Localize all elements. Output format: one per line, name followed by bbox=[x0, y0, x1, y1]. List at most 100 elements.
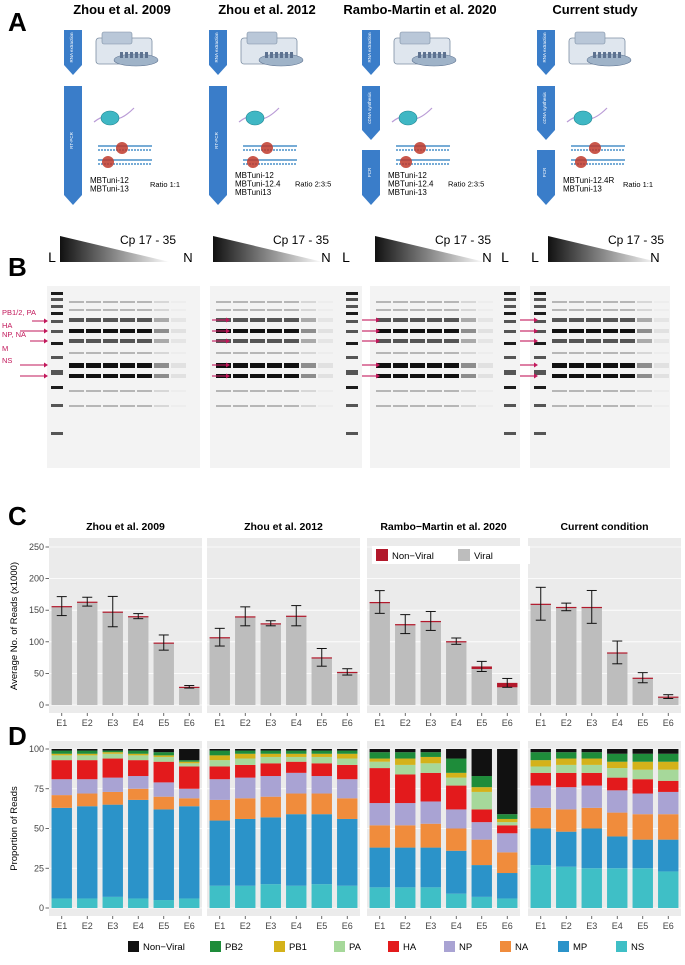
gel-band bbox=[444, 363, 459, 368]
ladder-band bbox=[504, 432, 516, 435]
gel-band bbox=[86, 390, 101, 392]
gel-band bbox=[620, 390, 635, 392]
gel-band bbox=[427, 405, 442, 407]
stacked-segment-mp bbox=[369, 847, 390, 888]
gel-band bbox=[69, 301, 84, 303]
gel-band bbox=[569, 318, 584, 322]
x-tick-label: E6 bbox=[663, 718, 674, 728]
stacked-segment-np bbox=[77, 779, 98, 794]
ladder-band bbox=[534, 370, 546, 375]
gel-band bbox=[318, 374, 333, 378]
gel-band bbox=[393, 309, 408, 311]
gel-band bbox=[376, 339, 391, 343]
gel-band bbox=[284, 352, 299, 354]
primer-name: MBTuni-12 bbox=[388, 171, 427, 180]
enzyme-icon bbox=[245, 110, 265, 126]
gel-band bbox=[267, 363, 282, 368]
ladder-band bbox=[504, 292, 516, 295]
gel-band bbox=[233, 309, 248, 311]
stacked-segment-pb1 bbox=[420, 756, 441, 764]
instrument-icon bbox=[613, 52, 616, 58]
concentration-wedge bbox=[60, 236, 170, 262]
band-arrow bbox=[44, 328, 48, 334]
stacked-segment-na bbox=[179, 798, 200, 807]
stacked-segment-np bbox=[311, 776, 332, 794]
stacked-segment-pb1 bbox=[337, 753, 358, 759]
stacked-segment-np bbox=[530, 785, 551, 808]
workflow-arrow bbox=[209, 86, 227, 205]
ladder-band bbox=[346, 370, 358, 375]
gel-band bbox=[552, 390, 567, 392]
legend-label: NA bbox=[515, 942, 529, 953]
gel-band bbox=[301, 352, 316, 354]
stacked-segment-mp bbox=[658, 839, 679, 872]
stacked-segment-pb1 bbox=[530, 760, 551, 767]
gel-band bbox=[284, 329, 299, 333]
stacked-segment-ns bbox=[77, 898, 98, 908]
gel-band bbox=[267, 339, 282, 343]
negative-control-label: N bbox=[183, 250, 192, 265]
primer-ratio: Ratio 2:3:5 bbox=[448, 180, 484, 189]
gel-band bbox=[284, 309, 299, 311]
polymerase-icon bbox=[261, 142, 273, 154]
stacked-segment-np bbox=[179, 788, 200, 799]
gel-band bbox=[603, 390, 618, 392]
ladder-label: L bbox=[531, 249, 539, 265]
gel-band bbox=[552, 339, 567, 343]
stacked-segment-non-viral bbox=[128, 749, 149, 751]
stacked-segment-mp bbox=[153, 809, 174, 901]
stacked-segment-ha bbox=[530, 772, 551, 786]
stacked-segment-ha bbox=[556, 772, 577, 788]
gel-band bbox=[233, 374, 248, 378]
legend-label: Non−Viral bbox=[392, 551, 434, 562]
gel-band bbox=[427, 374, 442, 378]
gel-band bbox=[103, 374, 118, 378]
gel-band bbox=[654, 352, 669, 354]
legend-swatch bbox=[334, 941, 345, 952]
band-arrow bbox=[44, 338, 48, 344]
stacked-segment-pb2 bbox=[556, 752, 577, 759]
stacked-segment-pa bbox=[607, 768, 628, 778]
stacked-segment-non-viral bbox=[446, 749, 467, 759]
gel-band bbox=[216, 405, 231, 407]
workflow-title: Rambo-Martin et al. 2020 bbox=[343, 2, 496, 17]
instrument-icon bbox=[598, 52, 601, 58]
gel-band bbox=[267, 301, 282, 303]
gel-band bbox=[250, 339, 265, 343]
y-tick-label: 100 bbox=[29, 744, 44, 754]
primer-name: MBTuni-13 bbox=[388, 188, 427, 197]
gel-band bbox=[216, 390, 231, 392]
gel-band bbox=[154, 329, 169, 333]
gel-band bbox=[569, 301, 584, 303]
gel-band bbox=[552, 405, 567, 407]
x-tick-label: E6 bbox=[663, 921, 674, 931]
ladder-band bbox=[346, 330, 358, 333]
stacked-segment-non-viral bbox=[179, 749, 200, 761]
gel-band bbox=[444, 301, 459, 303]
gel-band bbox=[620, 374, 635, 378]
y-tick-label: 25 bbox=[34, 863, 44, 873]
stacked-segment-pb2 bbox=[497, 814, 518, 819]
x-tick-label: E3 bbox=[586, 718, 597, 728]
gel-band bbox=[552, 363, 567, 368]
ladder-band bbox=[534, 404, 546, 407]
x-tick-label: E4 bbox=[291, 921, 302, 931]
gel-band bbox=[250, 301, 265, 303]
gel-band bbox=[410, 309, 425, 311]
x-tick-label: E1 bbox=[374, 718, 385, 728]
stacked-segment-pb1 bbox=[77, 753, 98, 756]
ladder-band bbox=[346, 320, 358, 323]
gel-band bbox=[103, 363, 118, 368]
stacked-segment-mp bbox=[420, 847, 441, 888]
ladder-band bbox=[346, 432, 358, 435]
gel-band bbox=[250, 309, 265, 311]
gel-band bbox=[233, 301, 248, 303]
stacked-segment-pa bbox=[369, 761, 390, 769]
gel-band bbox=[569, 405, 584, 407]
gel-band bbox=[154, 374, 169, 378]
x-tick-label: E4 bbox=[133, 718, 144, 728]
gel-band bbox=[171, 301, 186, 303]
workflow-arrow bbox=[537, 150, 555, 205]
stacked-segment-pb2 bbox=[209, 750, 230, 756]
ladder-band bbox=[534, 386, 546, 389]
